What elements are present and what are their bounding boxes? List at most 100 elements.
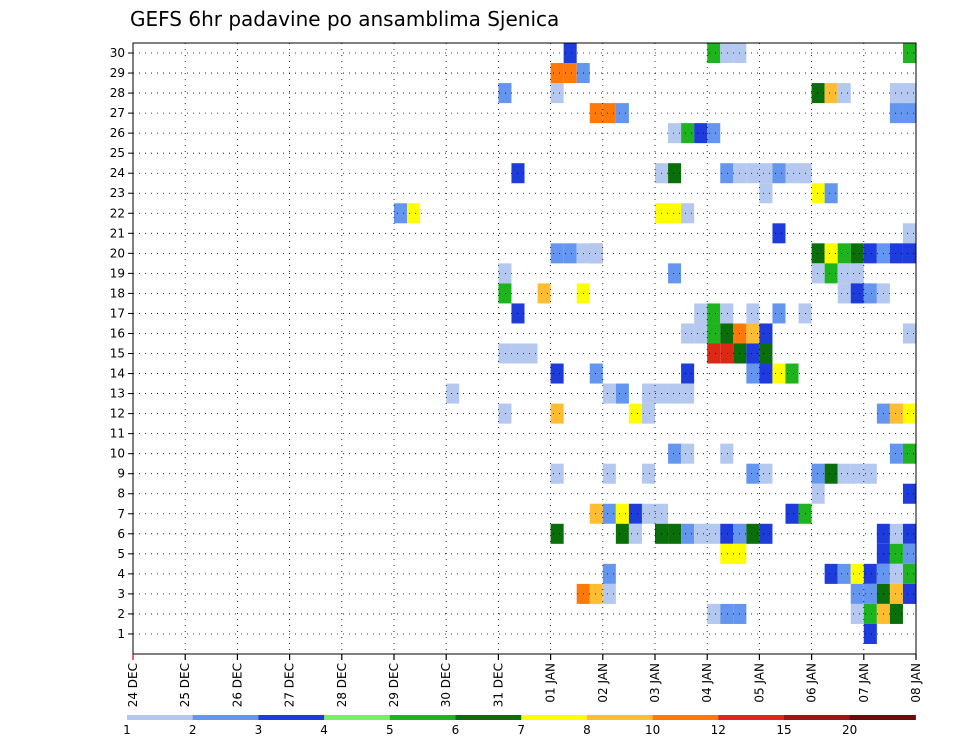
heatmap-cell bbox=[707, 43, 721, 64]
legend-label: 1 bbox=[123, 723, 131, 737]
heatmap-cell bbox=[720, 163, 734, 184]
y-tick-label: 13 bbox=[110, 387, 125, 401]
heatmap-cell bbox=[759, 523, 773, 544]
legend-swatch bbox=[586, 715, 654, 720]
y-tick-label: 28 bbox=[110, 86, 125, 100]
heatmap-cell bbox=[889, 83, 903, 104]
heatmap-cell bbox=[668, 203, 682, 224]
heatmap-cell bbox=[602, 563, 616, 584]
y-tick-label: 23 bbox=[110, 186, 125, 200]
y-tick-label: 4 bbox=[117, 567, 125, 581]
x-tick-label: 31 DEC bbox=[491, 663, 505, 707]
heatmap-cell bbox=[641, 383, 655, 404]
heatmap-cell bbox=[811, 83, 825, 104]
heatmap-cell bbox=[889, 403, 903, 424]
heatmap-cell bbox=[681, 363, 695, 384]
heatmap-cell bbox=[902, 403, 916, 424]
heatmap-cell bbox=[889, 603, 903, 624]
heatmap-cell bbox=[902, 223, 916, 244]
legend-label: 12 bbox=[711, 723, 726, 737]
heatmap-cell bbox=[824, 83, 838, 104]
heatmap-cell bbox=[615, 383, 629, 404]
y-tick-label: 20 bbox=[110, 246, 125, 260]
heatmap-cell bbox=[498, 263, 512, 284]
x-tick-label: 07 JAN bbox=[857, 663, 871, 703]
y-tick-label: 18 bbox=[110, 286, 125, 300]
heatmap-cell bbox=[850, 603, 864, 624]
heatmap-cell bbox=[681, 123, 695, 144]
heatmap-cell bbox=[602, 103, 616, 124]
heatmap-cell bbox=[602, 583, 616, 604]
heatmap-cell bbox=[889, 243, 903, 264]
heatmap-cell bbox=[641, 403, 655, 424]
heatmap-cell bbox=[902, 583, 916, 604]
heatmap-cell bbox=[902, 543, 916, 564]
heatmap-cell bbox=[707, 523, 721, 544]
heatmap-cell bbox=[668, 163, 682, 184]
x-axis: 24 DEC 25 DEC 26 DEC 27 DEC 28 DEC 29 DEC 30 D… bbox=[126, 654, 923, 707]
heatmap-cell bbox=[850, 463, 864, 484]
heatmap-cell bbox=[837, 263, 851, 284]
heatmap-cell bbox=[759, 323, 773, 344]
heatmap-cell bbox=[707, 323, 721, 344]
y-tick-label: 1 bbox=[117, 627, 125, 641]
heatmap-cell bbox=[550, 83, 564, 104]
y-tick-label: 27 bbox=[110, 106, 125, 120]
plot-frame bbox=[132, 42, 917, 655]
heatmap-cell bbox=[537, 283, 551, 304]
heatmap-cell bbox=[720, 443, 734, 464]
heatmap-cell bbox=[550, 63, 564, 84]
heatmap-cell bbox=[863, 563, 877, 584]
heatmap-cell bbox=[824, 243, 838, 264]
heatmap-cell bbox=[550, 463, 564, 484]
heatmap-cell bbox=[602, 383, 616, 404]
heatmap-cell bbox=[746, 343, 760, 364]
heatmap-cell bbox=[902, 243, 916, 264]
heatmap-cell bbox=[550, 243, 564, 264]
heatmap-cell bbox=[811, 183, 825, 204]
heatmap-cell bbox=[694, 303, 708, 324]
heatmap-cell bbox=[694, 123, 708, 144]
heatmap-cell bbox=[498, 83, 512, 104]
y-tick-label: 12 bbox=[110, 407, 125, 421]
legend-label: 3 bbox=[255, 723, 263, 737]
heatmap-cell bbox=[628, 523, 642, 544]
heatmap-cell bbox=[707, 603, 721, 624]
x-tick-label: 27 DEC bbox=[283, 663, 297, 707]
y-tick-label: 15 bbox=[110, 347, 125, 361]
x-tick-label: 05 JAN bbox=[752, 663, 766, 703]
heatmap-cell bbox=[759, 463, 773, 484]
heatmap-cell bbox=[550, 363, 564, 384]
y-tick-label: 8 bbox=[117, 487, 125, 501]
heatmap-cell bbox=[902, 43, 916, 64]
heatmap-cell bbox=[524, 343, 538, 364]
heatmap-cell bbox=[759, 183, 773, 204]
heatmap-cell bbox=[720, 43, 734, 64]
heatmap-cell bbox=[850, 583, 864, 604]
heatmap-cell bbox=[694, 323, 708, 344]
y-tick-label: 16 bbox=[110, 326, 125, 340]
legend-label: 6 bbox=[452, 723, 460, 737]
heatmap-cell bbox=[889, 523, 903, 544]
heatmap-cell bbox=[681, 523, 695, 544]
heatmap-cell bbox=[668, 443, 682, 464]
heatmap-cell bbox=[837, 463, 851, 484]
heatmap-cell bbox=[563, 43, 577, 64]
chart-title: GEFS 6hr padavine po ansamblima Sjenica bbox=[130, 7, 559, 31]
heatmap-cell bbox=[707, 123, 721, 144]
heatmap-cell bbox=[824, 463, 838, 484]
heatmap-cell bbox=[759, 343, 773, 364]
heatmap-cell bbox=[837, 243, 851, 264]
heatmap-cell bbox=[772, 363, 786, 384]
heatmap-cell bbox=[746, 323, 760, 344]
heatmap-cell bbox=[589, 103, 603, 124]
heatmap-cell bbox=[746, 463, 760, 484]
heatmap-cell bbox=[615, 103, 629, 124]
y-tick-label: 5 bbox=[117, 547, 125, 561]
heatmap-cell bbox=[837, 563, 851, 584]
heatmap-cell bbox=[889, 103, 903, 124]
heatmap-cell bbox=[498, 343, 512, 364]
legend-swatch bbox=[521, 715, 588, 720]
heatmap-cell bbox=[394, 203, 408, 224]
heatmap-cell bbox=[902, 563, 916, 584]
